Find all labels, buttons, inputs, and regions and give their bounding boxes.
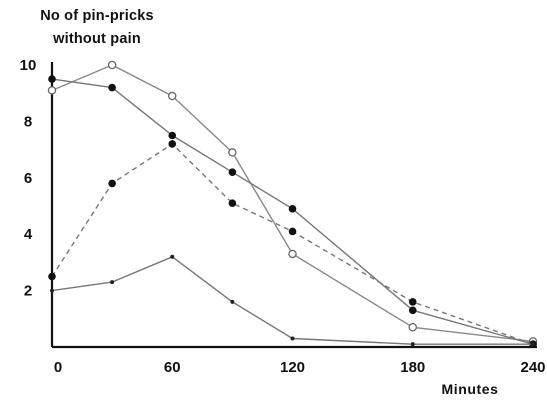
x-axis-title: Minutes bbox=[441, 381, 498, 397]
x-tick-label: 60 bbox=[164, 359, 181, 376]
series-3-point bbox=[228, 199, 237, 207]
y-tick-label: 8 bbox=[24, 113, 32, 130]
series-1-point bbox=[107, 60, 117, 70]
series-2-point bbox=[228, 168, 237, 176]
series-1-point bbox=[167, 91, 177, 101]
series-2-point bbox=[108, 83, 116, 92]
series-1-point bbox=[228, 148, 237, 157]
data-series bbox=[47, 60, 538, 348]
y-axis-title: No of pin-pricks without pain bbox=[40, 8, 154, 47]
series-4-point bbox=[50, 288, 54, 293]
y-tick-label: 6 bbox=[24, 170, 32, 187]
series-3-point bbox=[48, 272, 56, 281]
series-4-point bbox=[531, 342, 535, 347]
y-axis-title-line-1: No of pin-pricks bbox=[40, 8, 154, 24]
series-4-line bbox=[51, 256, 533, 345]
series-3 bbox=[48, 140, 537, 348]
series-1-point bbox=[47, 86, 57, 95]
x-tick-label: 0 bbox=[54, 359, 62, 376]
series-3-point bbox=[408, 298, 417, 306]
series-3-point bbox=[288, 227, 297, 236]
series-4 bbox=[50, 254, 535, 347]
y-axis-title-line-2: without pain bbox=[52, 31, 141, 47]
x-tick-label: 240 bbox=[520, 359, 545, 376]
series-4-point bbox=[110, 280, 115, 285]
x-tick-label: 120 bbox=[280, 359, 305, 376]
series-2-point bbox=[48, 75, 56, 83]
x-axis-ticks: 0 60 120 180 240 bbox=[54, 359, 546, 376]
series-4-point bbox=[230, 299, 235, 304]
series-3-point bbox=[108, 179, 116, 188]
series-4-point bbox=[290, 336, 295, 341]
series-4-point bbox=[170, 254, 175, 259]
series-3-line bbox=[51, 143, 534, 345]
series-1-point bbox=[288, 249, 297, 259]
y-axis-ticks: 2 4 6 8 10 bbox=[20, 57, 37, 300]
x-tick-label: 180 bbox=[400, 359, 425, 376]
series-1-point bbox=[408, 323, 417, 332]
series-2-point bbox=[168, 131, 177, 140]
series-4-point bbox=[410, 342, 415, 347]
series-1-line bbox=[51, 64, 534, 343]
y-tick-label: 2 bbox=[24, 283, 32, 300]
series-1 bbox=[47, 60, 538, 346]
y-tick-label: 4 bbox=[24, 226, 33, 243]
series-2-point bbox=[408, 306, 417, 315]
series-2-point bbox=[288, 205, 297, 213]
series-2 bbox=[48, 75, 537, 348]
y-tick-label: 10 bbox=[20, 57, 37, 74]
series-3-point bbox=[168, 140, 177, 148]
